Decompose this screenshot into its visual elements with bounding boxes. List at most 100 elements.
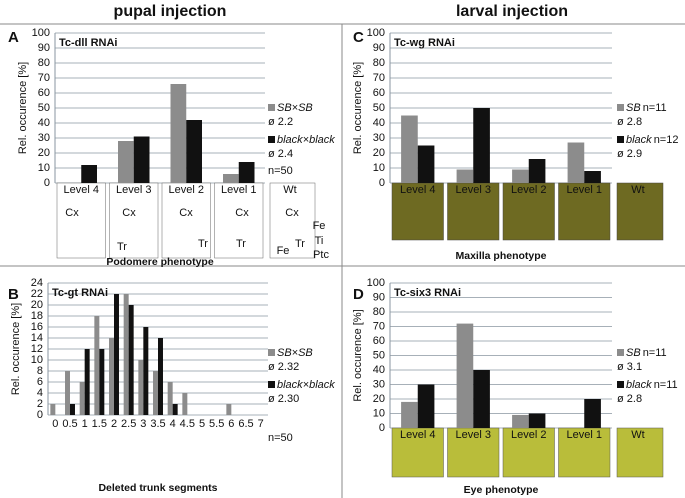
bar	[143, 327, 149, 415]
bar	[584, 171, 601, 183]
phenotype-image	[447, 427, 500, 478]
y-axis-label: Rel. occurence [%]	[352, 62, 364, 154]
bar	[167, 382, 173, 415]
bar	[118, 141, 134, 183]
panel-letter: D	[353, 286, 364, 303]
x-tick-label: 5	[199, 418, 205, 430]
x-tick-label: 1	[82, 418, 88, 430]
x-tick-label: Level 4	[400, 429, 435, 441]
phenotype-image	[558, 427, 611, 478]
legend-label: black	[626, 379, 652, 391]
legend-n: n=11	[643, 347, 667, 359]
x-tick-label: Level 3	[456, 184, 491, 196]
image-label: Ti	[315, 235, 324, 247]
image-label: Fe	[313, 220, 326, 232]
bar	[567, 142, 585, 183]
bar	[417, 145, 435, 183]
bar	[584, 399, 601, 428]
image-label: Cx	[65, 207, 79, 219]
x-tick-label: Level 1	[567, 184, 602, 196]
bar	[65, 371, 70, 415]
y-tick-label: 30	[38, 132, 50, 144]
legend-label: SB	[626, 347, 641, 359]
phenotype-image	[616, 427, 664, 478]
x-tick-label: 2	[111, 418, 117, 430]
y-tick-label: 70	[38, 72, 50, 84]
panel-letter: C	[353, 29, 364, 46]
legend-swatch	[268, 349, 275, 356]
legend-swatch	[268, 381, 275, 388]
x-tick-label: 0.5	[62, 418, 77, 430]
y-tick-label: 18	[31, 310, 43, 322]
legend-mean: ø 2.2	[268, 116, 293, 128]
legend-mean: ø 3.1	[617, 361, 642, 373]
chart-title: Tc-wg RNAi	[394, 37, 455, 49]
x-axis-label: Deleted trunk segments	[98, 482, 217, 494]
x-tick-label: 6.5	[238, 418, 253, 430]
legend-mean: ø 2.9	[617, 148, 642, 160]
y-tick-label: 60	[373, 87, 385, 99]
phenotype-image	[391, 182, 444, 241]
y-tick-label: 60	[373, 335, 385, 347]
legend-swatch	[617, 381, 624, 388]
bar	[226, 404, 232, 415]
bar	[528, 159, 546, 183]
header: pupal injection	[114, 3, 227, 20]
image-label: Cx	[179, 207, 193, 219]
bar	[128, 305, 134, 415]
y-tick-label: 24	[31, 277, 43, 289]
bar	[473, 370, 490, 428]
image-label: Tr	[295, 238, 305, 250]
bar	[528, 413, 546, 428]
x-tick-label: 2.5	[121, 418, 136, 430]
bar	[133, 136, 150, 183]
phenotype-image	[269, 182, 316, 259]
y-tick-label: 50	[38, 102, 50, 114]
bar	[172, 404, 178, 415]
bar	[512, 414, 529, 428]
legend-label: black×black	[277, 134, 335, 146]
legend-n: n=12	[654, 134, 679, 146]
legend-swatch	[268, 104, 275, 111]
x-tick-label: Level 3	[116, 184, 151, 196]
y-tick-label: 4	[37, 387, 43, 399]
legend-label: SB×SB	[277, 347, 313, 359]
bar	[170, 84, 187, 183]
bar	[114, 294, 119, 415]
x-tick-label: 5.5	[209, 418, 224, 430]
sample-size: n=50	[268, 432, 293, 444]
sample-size: n=50	[268, 165, 293, 177]
panel-letter: B	[8, 286, 19, 303]
x-tick-label: 4.5	[180, 418, 195, 430]
y-tick-label: 90	[38, 42, 50, 54]
legend-swatch	[268, 136, 275, 143]
bar	[186, 120, 202, 183]
legend-mean: ø 2.4	[268, 148, 293, 160]
bar	[138, 360, 144, 415]
y-tick-label: 100	[32, 27, 50, 39]
y-tick-label: 30	[373, 378, 385, 390]
bar	[99, 349, 105, 415]
phenotype-image	[616, 182, 664, 241]
x-tick-label: Level 3	[456, 429, 491, 441]
y-tick-label: 10	[373, 162, 385, 174]
x-tick-label: 3.5	[150, 418, 165, 430]
x-tick-label: Wt	[283, 184, 296, 196]
chart-title: Tc-dll RNAi	[59, 37, 117, 49]
bar	[512, 169, 529, 183]
image-label: Fe	[277, 245, 290, 257]
x-tick-label: Wt	[631, 184, 644, 196]
y-tick-label: 12	[31, 343, 43, 355]
y-axis-label: Rel. occurence [%]	[17, 62, 29, 154]
y-tick-label: 0	[379, 422, 385, 434]
y-tick-label: 20	[38, 147, 50, 159]
phenotype-image	[502, 427, 555, 478]
x-tick-label: Level 2	[169, 184, 204, 196]
y-tick-label: 2	[37, 398, 43, 410]
bar	[456, 169, 474, 183]
legend-n: n=11	[643, 102, 667, 114]
y-tick-label: 20	[31, 299, 43, 311]
y-tick-label: 40	[373, 364, 385, 376]
image-label: Tr	[198, 238, 208, 250]
x-tick-label: 6	[228, 418, 234, 430]
